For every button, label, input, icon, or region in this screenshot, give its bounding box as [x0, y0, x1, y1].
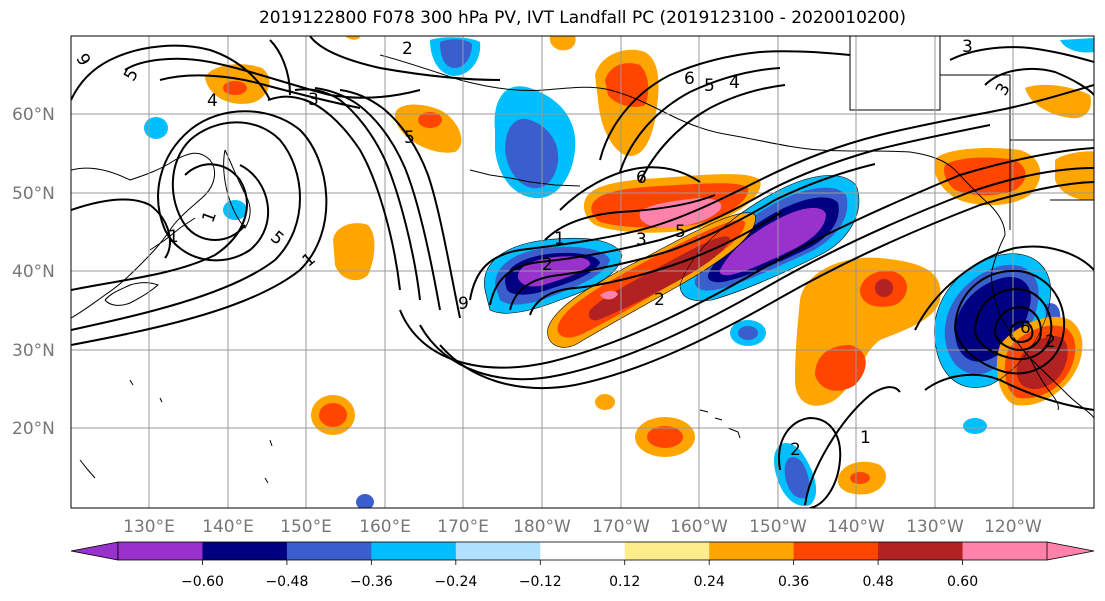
contour-label: 2	[1045, 332, 1056, 352]
negative-anomaly-east	[680, 175, 859, 301]
lat-label: 40°N	[12, 262, 55, 282]
alaska-coastline	[379, 54, 991, 206]
baja-coastline	[1029, 357, 1059, 411]
latitude-labels: 60°N 50°N 40°N 30°N 20°N	[12, 105, 55, 439]
kuril-islands	[149, 217, 196, 251]
lon-label: 170°W	[592, 517, 650, 537]
positive-anomaly-north	[205, 36, 1094, 281]
colorbar-swatch	[371, 542, 457, 560]
colorbar-swatch	[962, 542, 1048, 560]
colorbar-swatch	[878, 542, 964, 560]
contour-label: 2	[402, 39, 413, 59]
colorbar-swatch	[202, 542, 288, 560]
lon-label: 140°W	[827, 517, 885, 537]
contour-label: 2	[654, 290, 665, 310]
lon-label: 150°W	[749, 517, 807, 537]
contour-label: 3	[962, 37, 973, 57]
ivt-contours	[71, 36, 1094, 508]
colorbar-tick-label: −0.48	[265, 574, 308, 590]
contour-label: 1	[860, 428, 871, 448]
lon-label: 160°E	[359, 517, 411, 537]
colorbar-swatch	[455, 542, 541, 560]
lon-label: 160°W	[670, 517, 728, 537]
colorbar-tick-label: −0.60	[181, 574, 224, 590]
colorbar-tick-label: 0.24	[694, 574, 725, 590]
contour-label: 3	[636, 230, 647, 250]
na-coastline	[989, 204, 1094, 419]
contour-label: 1	[168, 227, 179, 247]
hawaii-islands	[699, 409, 741, 439]
colorbar-swatch	[793, 542, 879, 560]
colorbar-tick-label: −0.12	[519, 574, 562, 590]
contour-label: 6	[1020, 318, 1031, 338]
lat-label: 30°N	[12, 341, 55, 361]
colorbar-swatch	[118, 542, 203, 560]
contour-label: 6	[636, 168, 647, 188]
colorbar-swatch	[709, 542, 795, 560]
colorbar-tick-label: 0.12	[609, 574, 640, 590]
pacific-islands	[79, 379, 273, 484]
lat-label: 60°N	[12, 105, 55, 125]
kamchatka-coastline	[223, 149, 251, 229]
contour-label: 3	[308, 90, 319, 110]
contour-label: 2	[542, 255, 553, 275]
contour-label: 2	[790, 440, 801, 460]
colorbar-tick-label: −0.24	[434, 574, 477, 590]
contour-label: 5	[404, 128, 415, 148]
colorbar-swatch	[286, 542, 372, 560]
lon-label: 170°E	[437, 517, 489, 537]
colorbar-extend-high	[1046, 541, 1095, 561]
lon-label: 180°W	[513, 517, 571, 537]
colorbar-tick-label: 0.60	[947, 574, 978, 590]
positive-anomaly-small	[311, 394, 887, 495]
colorbar-tick-label: 0.48	[863, 574, 894, 590]
colorbar-swatch	[540, 542, 626, 560]
lon-label: 120°W	[984, 517, 1042, 537]
colorbar-swatch	[624, 542, 710, 560]
positive-anomaly-east	[795, 257, 1083, 406]
map-frame	[70, 35, 1095, 509]
colorbar-frame	[117, 541, 1048, 561]
contour-label: 1	[554, 229, 565, 249]
lon-label: 150°E	[280, 517, 332, 537]
aleutian-islands	[469, 169, 581, 187]
longitude-labels: 130°E 140°E 150°E 160°E 170°E 180°W 170°…	[123, 517, 1042, 537]
lat-label: 50°N	[12, 184, 55, 204]
negative-anomaly-small	[144, 38, 1094, 508]
contour-label: 9	[458, 294, 469, 314]
lon-label: 130°E	[123, 517, 175, 537]
lon-label: 140°E	[202, 517, 254, 537]
colorbar-extend-low	[70, 541, 119, 561]
lat-label: 20°N	[12, 419, 55, 439]
map-panel: 9 5 2 3 4 3 5 6 5 4 3 5 1 6 1 2 1 3 5 9 …	[71, 36, 1094, 508]
contour-label: 4	[729, 73, 740, 93]
lon-label: 130°W	[906, 517, 964, 537]
map-title: 2019122800 F078 300 hPa PV, IVT Landfall…	[258, 8, 906, 28]
japan-coastline	[104, 282, 159, 306]
contour-label: 5	[675, 222, 686, 242]
asia-coastline	[71, 152, 216, 319]
contour-label: 4	[207, 91, 218, 111]
contour-label: 6	[684, 69, 695, 89]
colorbar: −0.60 −0.48 −0.36 −0.24 −0.12 0.12 0.24 0.36 0.4…	[70, 541, 1095, 590]
colorbar-tick-label: −0.36	[350, 574, 393, 590]
contour-label: 5	[704, 76, 715, 96]
colorbar-tick-label: 0.36	[778, 574, 809, 590]
